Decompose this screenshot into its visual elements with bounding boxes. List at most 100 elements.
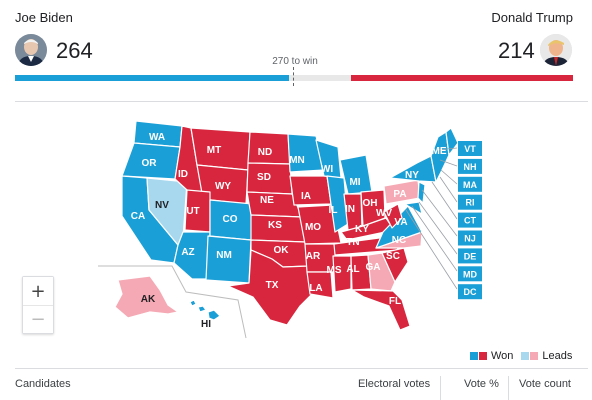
biden-progress-fill bbox=[15, 75, 289, 81]
state-WV[interactable] bbox=[383, 203, 403, 229]
label-TX: TX bbox=[266, 280, 279, 291]
legend-lead-rep-swatch bbox=[530, 352, 539, 360]
label-NY: NY bbox=[405, 170, 419, 181]
biden-avatar bbox=[15, 34, 47, 66]
label-NC: NC bbox=[392, 235, 406, 246]
election-map[interactable]: WA OR CA NV ID MT WY UT AZ CO NM ND SD N… bbox=[0, 101, 592, 363]
small-state-box-RI[interactable] bbox=[458, 194, 482, 210]
state-MS[interactable] bbox=[332, 255, 352, 293]
label-OK: OK bbox=[274, 245, 290, 256]
trump-electoral-votes: 214 bbox=[498, 38, 535, 63]
label-AL: AL bbox=[346, 264, 359, 275]
label-PA: PA bbox=[393, 189, 406, 200]
col-separator bbox=[508, 376, 509, 400]
label-NV: NV bbox=[155, 200, 169, 211]
small-state-label-RI: RI bbox=[466, 198, 475, 208]
label-TN: TN bbox=[346, 237, 359, 248]
small-state-box-VT[interactable] bbox=[458, 141, 482, 156]
label-ND: ND bbox=[258, 147, 272, 158]
small-state-leaders bbox=[405, 147, 458, 290]
threshold-label: 270 to win bbox=[272, 56, 318, 67]
legend-won-dem-swatch bbox=[470, 352, 478, 360]
state-FL[interactable] bbox=[351, 289, 411, 331]
label-SD: SD bbox=[257, 172, 271, 183]
small-state-box-NH[interactable] bbox=[458, 158, 482, 174]
state-SC[interactable] bbox=[381, 247, 409, 283]
label-FL: FL bbox=[389, 296, 401, 307]
small-state-box-DC[interactable] bbox=[458, 284, 482, 300]
label-SC: SC bbox=[386, 251, 400, 262]
zoom-in-button[interactable]: + bbox=[23, 277, 53, 305]
label-MI: MI bbox=[349, 177, 360, 188]
col-separator bbox=[440, 376, 441, 400]
map-area bbox=[15, 101, 588, 363]
label-WA: WA bbox=[149, 132, 165, 143]
label-WI: WI bbox=[321, 164, 333, 175]
legend-won-rep-swatch bbox=[479, 352, 487, 360]
label-AZ: AZ bbox=[181, 247, 194, 258]
label-WY: WY bbox=[215, 181, 231, 192]
state-NJ[interactable] bbox=[417, 181, 426, 204]
state-AK[interactable] bbox=[114, 275, 179, 319]
label-IL: IL bbox=[329, 205, 338, 216]
biden-electoral-votes: 264 bbox=[56, 38, 93, 63]
electoral-progress-bar bbox=[15, 75, 573, 81]
label-KS: KS bbox=[268, 220, 282, 231]
state-LA[interactable] bbox=[306, 271, 334, 299]
label-OR: OR bbox=[142, 158, 158, 169]
label-WV: WV bbox=[376, 208, 392, 219]
label-HI: HI bbox=[201, 319, 211, 330]
small-state-label-DC: DC bbox=[464, 287, 477, 297]
label-MO: MO bbox=[305, 222, 321, 233]
trump-avatar bbox=[540, 34, 572, 66]
small-state-box-DE[interactable] bbox=[458, 248, 482, 264]
small-state-label-NJ: NJ bbox=[464, 234, 476, 244]
small-state-box-MD[interactable] bbox=[458, 266, 482, 282]
label-AR: AR bbox=[306, 251, 321, 262]
zoom-out-button[interactable]: − bbox=[23, 305, 53, 333]
label-OH: OH bbox=[363, 198, 378, 209]
label-UT: UT bbox=[186, 206, 199, 217]
table-header-divider bbox=[15, 368, 588, 369]
label-MN: MN bbox=[289, 155, 305, 166]
small-state-box-NJ[interactable] bbox=[458, 230, 482, 246]
label-IN: IN bbox=[345, 204, 355, 215]
small-state-label-CT: CT bbox=[464, 216, 476, 226]
state-HI[interactable] bbox=[189, 299, 221, 321]
label-GA: GA bbox=[366, 262, 381, 273]
label-ID: ID bbox=[178, 169, 188, 180]
label-AK: AK bbox=[141, 294, 156, 305]
label-NE: NE bbox=[260, 195, 274, 206]
zoom-controls: + − bbox=[22, 276, 54, 334]
candidate-name-biden: Joe Biden bbox=[15, 10, 73, 25]
small-state-label-MA: MA bbox=[463, 180, 477, 190]
candidate-name-trump: Donald Trump bbox=[491, 10, 573, 25]
label-IA: IA bbox=[301, 191, 311, 202]
label-CA: CA bbox=[131, 211, 145, 222]
legend-lead-dem-swatch bbox=[521, 352, 530, 360]
legend-won-label: Won bbox=[491, 350, 514, 362]
label-MS: MS bbox=[327, 265, 342, 276]
small-state-label-NH: NH bbox=[464, 162, 477, 172]
col-vote-pct[interactable]: Vote % bbox=[464, 378, 499, 390]
small-state-label-DE: DE bbox=[464, 251, 477, 261]
small-state-label-MD: MD bbox=[463, 269, 477, 279]
col-electoral-votes[interactable]: Electoral votes bbox=[358, 378, 431, 390]
col-candidates[interactable]: Candidates bbox=[15, 378, 71, 390]
label-ME: ME bbox=[432, 146, 447, 157]
map-legend: Won Leads bbox=[470, 350, 580, 362]
label-NM: NM bbox=[216, 250, 232, 261]
legend-leads-label: Leads bbox=[542, 350, 573, 362]
col-vote-count[interactable]: Vote count bbox=[519, 378, 571, 390]
small-state-label-VT: VT bbox=[464, 144, 476, 154]
label-VA: VA bbox=[394, 217, 407, 228]
threshold-marker bbox=[293, 67, 294, 86]
small-state-box-CT[interactable] bbox=[458, 212, 482, 228]
inset-border bbox=[98, 265, 247, 339]
state-GA[interactable] bbox=[367, 252, 396, 292]
small-state-box-MA[interactable] bbox=[458, 176, 482, 192]
label-CO: CO bbox=[223, 214, 238, 225]
state-TX[interactable] bbox=[227, 249, 317, 326]
label-MT: MT bbox=[207, 145, 221, 156]
trump-progress-fill bbox=[351, 75, 573, 81]
